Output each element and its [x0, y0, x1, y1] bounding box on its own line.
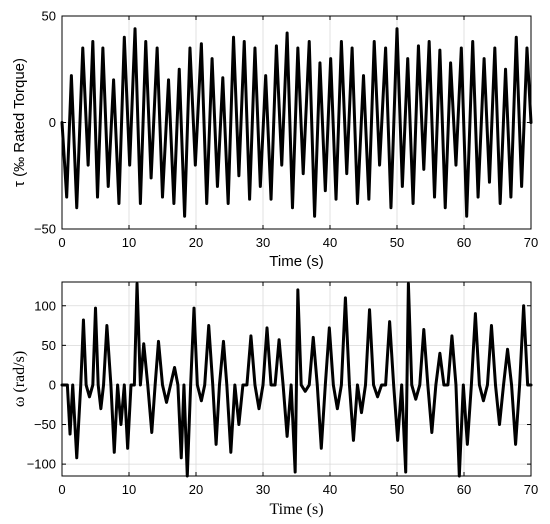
speed-xtick-label: 0: [58, 482, 65, 497]
speed-ytick-label: 0: [49, 377, 56, 392]
torque-series-line: [60, 27, 533, 218]
torque-ytick-label: 0: [49, 115, 56, 130]
torque-y-axis-title: τ (‰ Rated Torque): [11, 58, 28, 187]
speed-plot-frame: [61, 281, 532, 477]
speed-xtick-label: 20: [189, 482, 203, 497]
torque-xtick-label: 60: [457, 235, 471, 250]
speed-xtick-label: 10: [122, 482, 136, 497]
speed-ytick-label: −50: [34, 417, 56, 432]
torque-ytick-label: −50: [34, 222, 56, 237]
speed-xtick-label: 70: [524, 482, 538, 497]
speed-xtick-label: 60: [457, 482, 471, 497]
speed-x-axis-title: Time (s): [269, 501, 323, 518]
speed-xtick-label: 40: [323, 482, 337, 497]
torque-xtick-label: 10: [122, 235, 136, 250]
torque-xtick-label: 40: [323, 235, 337, 250]
speed-y-axis-title: ω (rad/s): [11, 351, 28, 407]
torque-ytick-label: 50: [42, 9, 56, 24]
torque-x-axis-title: Time (s): [269, 253, 323, 270]
speed-ytick-label: −100: [27, 457, 56, 472]
speed-panel: 0 10 20 30 40 50 60 70 −100 −50 0 50 100 Time (s) ω (r…: [11, 281, 538, 518]
torque-xtick-label: 70: [524, 235, 538, 250]
speed-ytick-label: 100: [34, 298, 56, 313]
torque-xtick-label: 50: [390, 235, 404, 250]
speed-ytick-label: 50: [42, 338, 56, 353]
speed-xtick-label: 50: [390, 482, 404, 497]
torque-xtick-label: 30: [256, 235, 270, 250]
speed-series-line: [60, 282, 533, 478]
torque-xtick-label: 20: [189, 235, 203, 250]
speed-xtick-label: 30: [256, 482, 270, 497]
torque-xtick-label: 0: [58, 235, 65, 250]
